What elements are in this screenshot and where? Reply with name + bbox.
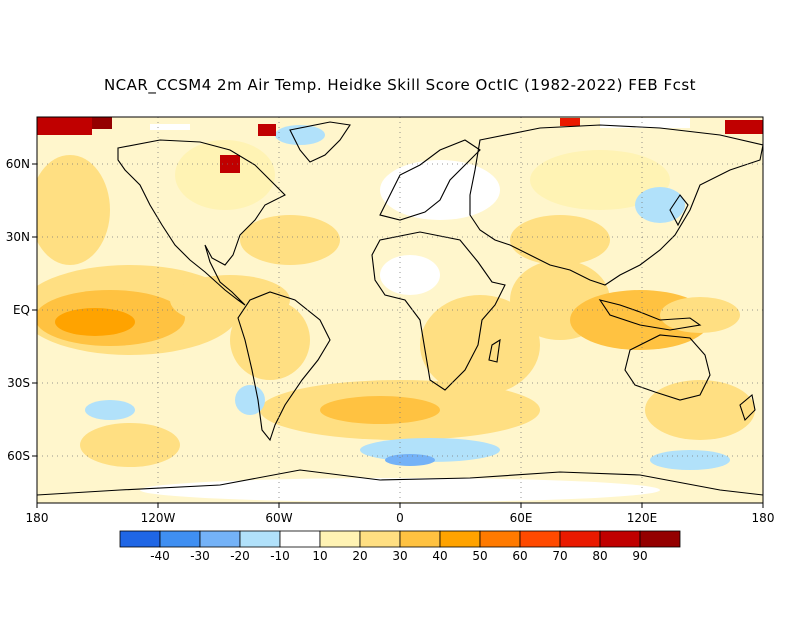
coastlines [37, 121, 763, 496]
lat-tick-label: EQ [13, 303, 30, 317]
lat-tick-label: 30N [6, 230, 30, 244]
lon-tick-label: 60W [265, 511, 292, 525]
colorbar-swatch [599, 530, 641, 548]
australia-coast [624, 334, 711, 401]
lon-tick-label: 0 [396, 511, 404, 525]
colorbar-swatch [479, 530, 521, 548]
lat-tick-label: 30S [7, 376, 30, 390]
colorbar-swatch [199, 530, 241, 548]
colorbar-label: 40 [432, 549, 447, 563]
tick-marks [32, 163, 764, 508]
colorbar-swatch [519, 530, 561, 548]
colorbar-swatch [159, 530, 201, 548]
colorbar-label: 80 [592, 549, 607, 563]
lon-tick-label: 120W [141, 511, 176, 525]
graticule [37, 117, 763, 503]
colorbar-swatch [559, 530, 601, 548]
new-zealand-coast [739, 393, 756, 422]
africa-coast [371, 231, 506, 391]
colorbar-swatch [359, 530, 401, 548]
japan-coast [669, 194, 689, 227]
colorbar-label: 50 [472, 549, 487, 563]
lat-tick-label: 60S [7, 449, 30, 463]
asia-coast [469, 124, 763, 286]
colorbar-swatch [439, 530, 481, 548]
colorbar-swatch [239, 530, 281, 548]
colorbar-label: -40 [150, 549, 170, 563]
colorbar-label: 70 [552, 549, 567, 563]
colorbar-label: 10 [312, 549, 327, 563]
lat-tick-label: 60N [6, 157, 30, 171]
lon-tick-label: 180 [26, 511, 49, 525]
madagascar-coast [488, 338, 501, 363]
lon-tick-label: 180 [752, 511, 775, 525]
colorbar-label: 30 [392, 549, 407, 563]
colorbar-label: -10 [270, 549, 290, 563]
indonesia-coast [598, 299, 702, 331]
colorbar-label: 60 [512, 549, 527, 563]
lon-tick-label: 60E [510, 511, 533, 525]
colorbar-labels: -40 -30 -20 -10 10 20 30 40 50 60 70 80 90 [150, 549, 647, 563]
lon-tick-label: 120E [627, 511, 658, 525]
colorbar-swatch [399, 530, 441, 548]
lat-labels: 60N 30N EQ 30S 60S [6, 157, 30, 463]
colorbar-swatch [639, 530, 681, 548]
colorbar-label: -30 [190, 549, 210, 563]
north-america-coast [117, 139, 286, 306]
colorbar-swatch [279, 530, 321, 548]
colorbar-label: 90 [632, 549, 647, 563]
colorbar-label: -20 [230, 549, 250, 563]
colorbar-swatch [319, 530, 361, 548]
europe-coast [379, 139, 481, 221]
skill-shading [37, 117, 763, 503]
greenland-coast [289, 121, 351, 163]
antarctica-coast [37, 469, 763, 496]
chart-title: NCAR_CCSM4 2m Air Temp. Heidke Skill Sco… [103, 76, 697, 94]
colorbar-swatch [119, 530, 161, 548]
lon-labels: 180 120W 60W 0 60E 120E 180 [26, 511, 775, 525]
colorbar-label: 20 [352, 549, 367, 563]
colorbar [119, 530, 681, 548]
